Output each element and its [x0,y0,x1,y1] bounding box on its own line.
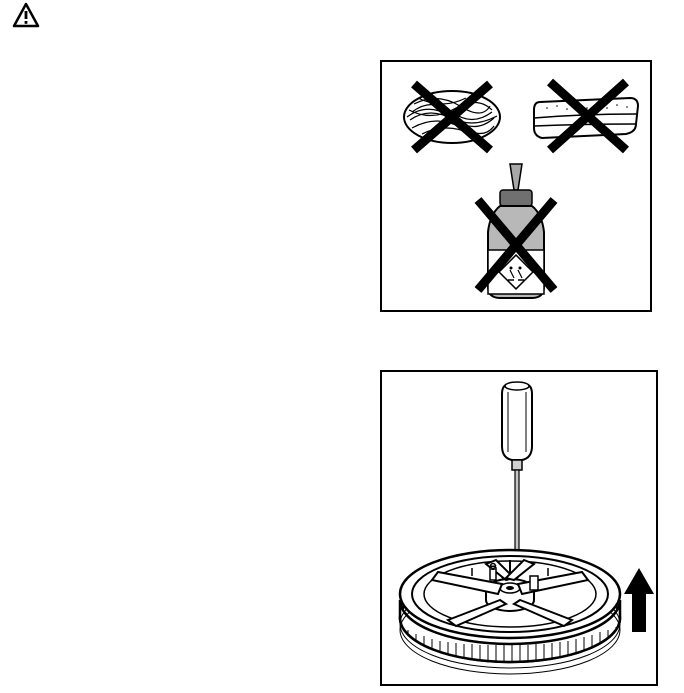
wheel-removal-panel [380,370,658,686]
wheel-illustration [400,550,620,674]
up-arrow-icon [624,568,654,632]
screwdriver-illustration [502,382,532,572]
warning-icon [12,2,40,33]
solvent-bottle-illustration [488,164,544,298]
prohibited-items-panel [380,60,652,312]
